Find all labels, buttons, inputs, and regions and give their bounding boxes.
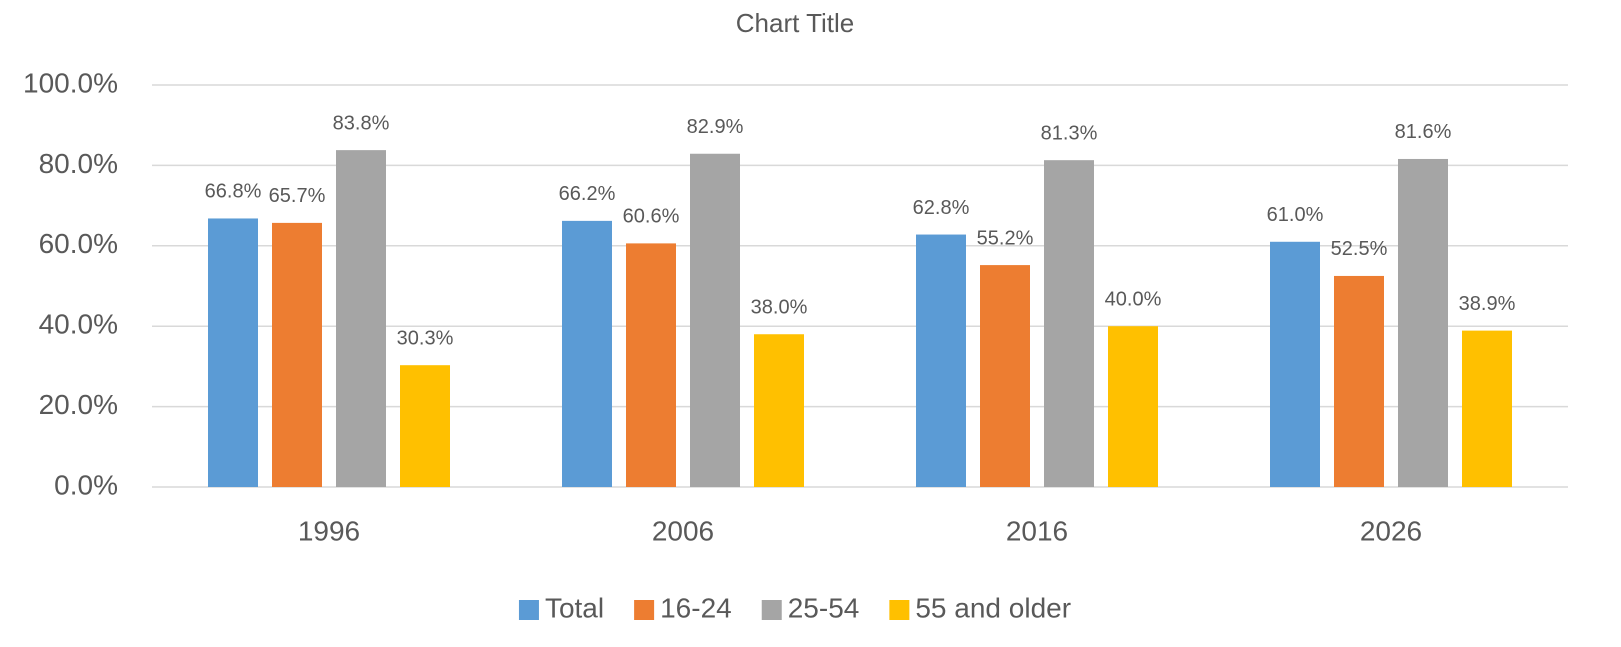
data-label: 55.2% (977, 227, 1034, 249)
data-label: 83.8% (333, 112, 390, 134)
legend-swatch (518, 600, 539, 620)
y-tick-label: 100.0% (23, 67, 118, 98)
bar (980, 265, 1030, 487)
bar (754, 334, 804, 487)
x-tick-label: 2026 (1360, 515, 1422, 546)
data-label: 52.5% (1331, 238, 1388, 260)
bar (272, 222, 322, 488)
data-label: 61.0% (1267, 204, 1324, 226)
bar (1044, 160, 1094, 487)
bar (916, 234, 966, 487)
bar (208, 218, 258, 488)
bar (1270, 241, 1320, 487)
data-label: 38.9% (1459, 293, 1516, 315)
data-label: 62.8% (913, 197, 970, 219)
data-label: 30.3% (397, 327, 454, 349)
data-label: 60.6% (623, 206, 680, 228)
legend-label: Total (545, 592, 604, 623)
legend-swatch (889, 600, 910, 620)
data-label: 66.8% (205, 181, 262, 203)
data-label: 81.6% (1395, 121, 1452, 143)
y-tick-label: 20.0% (39, 389, 118, 420)
bar (690, 153, 740, 487)
x-tick-label: 2006 (652, 515, 714, 546)
legend-label: 55 and older (915, 592, 1071, 623)
data-label: 82.9% (687, 116, 744, 138)
bar (1334, 275, 1384, 487)
legend-swatch (634, 600, 655, 620)
legend-swatch (761, 600, 782, 620)
y-tick-label: 0.0% (54, 469, 118, 500)
bar (1398, 158, 1448, 487)
x-tick-label: 2016 (1006, 515, 1068, 546)
y-tick-label: 80.0% (39, 148, 118, 179)
data-label: 40.0% (1105, 288, 1162, 310)
x-tick-label: 1996 (298, 515, 360, 546)
bar (626, 243, 676, 487)
data-label: 38.0% (751, 297, 808, 319)
y-tick-label: 60.0% (39, 228, 118, 259)
y-tick-label: 40.0% (39, 309, 118, 340)
data-label: 81.3% (1041, 122, 1098, 144)
bar (562, 220, 612, 487)
chart-title: Chart Title (736, 8, 855, 38)
legend-label: 25-54 (788, 592, 860, 623)
legend-label: 16-24 (660, 592, 732, 623)
bar (336, 150, 386, 487)
data-label: 65.7% (269, 185, 326, 207)
bar (1108, 326, 1158, 487)
data-label: 66.2% (559, 183, 616, 205)
bar (1462, 330, 1512, 487)
bar (400, 365, 450, 487)
